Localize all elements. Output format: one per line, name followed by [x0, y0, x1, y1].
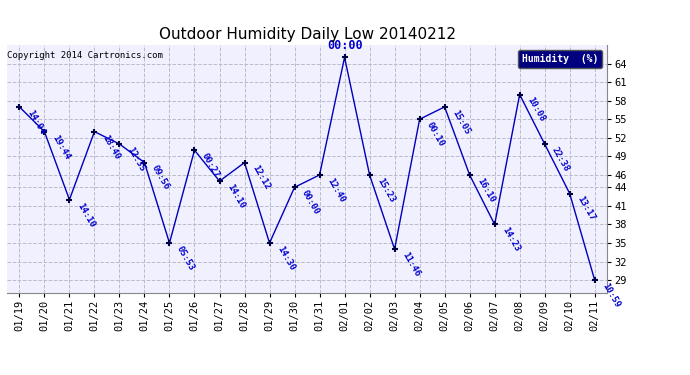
Text: 14:10: 14:10: [75, 201, 96, 229]
Text: 14:23: 14:23: [500, 226, 522, 254]
Text: 12:40: 12:40: [325, 176, 346, 204]
Text: 09:56: 09:56: [150, 164, 171, 192]
Text: 12:12: 12:12: [250, 164, 271, 192]
Text: 14:30: 14:30: [275, 244, 296, 272]
Text: 15:23: 15:23: [375, 176, 396, 204]
Text: Copyright 2014 Cartronics.com: Copyright 2014 Cartronics.com: [7, 51, 163, 60]
Text: 19:44: 19:44: [50, 133, 71, 161]
Text: 00:10: 00:10: [425, 121, 446, 148]
Text: 15:05: 15:05: [450, 108, 471, 136]
Text: 16:10: 16:10: [475, 176, 496, 204]
Text: 00:00: 00:00: [327, 39, 362, 52]
Text: 13:17: 13:17: [575, 195, 596, 223]
Text: 14:10: 14:10: [225, 183, 246, 210]
Text: 05:53: 05:53: [175, 244, 196, 272]
Text: 10:59: 10:59: [600, 282, 622, 309]
Text: 14:04: 14:04: [25, 108, 46, 136]
Text: 11:46: 11:46: [400, 251, 422, 278]
Text: 18:40: 18:40: [100, 133, 121, 161]
Text: 00:27: 00:27: [200, 152, 221, 179]
Text: 10:08: 10:08: [525, 96, 546, 124]
Legend: Humidity  (%): Humidity (%): [518, 50, 602, 68]
Text: 12:35: 12:35: [125, 146, 146, 173]
Text: 22:38: 22:38: [550, 146, 571, 173]
Title: Outdoor Humidity Daily Low 20140212: Outdoor Humidity Daily Low 20140212: [159, 27, 455, 42]
Text: 00:00: 00:00: [300, 189, 322, 216]
